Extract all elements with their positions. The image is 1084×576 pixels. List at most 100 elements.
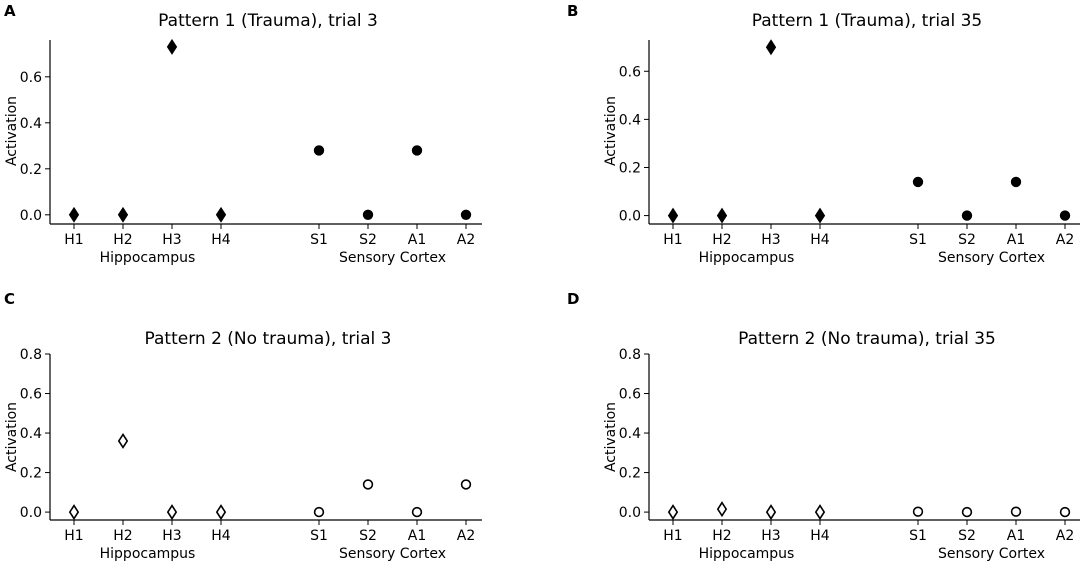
panel-title: Pattern 1 (Trauma), trial 3 [158,11,378,31]
y-tick-label: 0.8 [619,347,641,363]
x-tick-label: H2 [712,528,731,544]
y-tick-label: 0.0 [619,505,641,521]
data-point-diamond [814,207,826,224]
x-tick-label: H2 [113,232,132,248]
data-point-diamond [716,501,728,518]
y-axis-label: Activation [4,402,20,472]
data-point-circle [1010,506,1022,517]
y-tick-label: 0.4 [20,426,42,442]
y-tick-label: 0.2 [20,466,42,482]
plot-area: 0.0 0.2 0.4 0.6 H1 H2 H3 H4 S1 S2 A1 A2 Hippocampus S… [20,38,482,266]
x-tick-label: H1 [663,232,682,248]
x-tick-label: A2 [1056,528,1074,544]
data-point-circle [362,479,374,490]
plot-area: 0.0 0.2 0.4 0.6 0.8 H1 H2 H3 H4 S1 S2 A1 A2 Hippocamp… [619,347,1080,562]
y-tick-label: 0.2 [619,160,641,176]
x-tick-label: A1 [1007,528,1025,544]
data-point-diamond [716,207,728,224]
data-point-circle [411,145,423,156]
data-point-diamond [117,206,129,223]
group-label-hippocampus: Hippocampus [100,250,196,266]
data-point-diamond [765,504,777,521]
data-point-diamond [68,504,80,521]
x-tick-label: H4 [810,528,830,544]
x-tick-label: H2 [113,528,132,544]
x-tick-label: H4 [211,232,231,248]
data-point-diamond [814,504,826,521]
group-label-hippocampus: Hippocampus [699,546,795,562]
data-point-diamond [215,206,227,223]
panel-a: A Pattern 1 (Trauma), trial 3 Activation… [4,2,482,266]
x-tick-label: A1 [1007,232,1025,248]
y-axis-label: Activation [603,402,619,472]
group-label-hippocampus: Hippocampus [100,546,196,562]
plot-area: 0.0 0.2 0.4 0.6 H1 H2 H3 H4 S1 S2 A1 A2 Hippocampus S… [619,39,1080,266]
data-point-diamond [667,504,679,521]
x-tick-label: S2 [958,528,976,544]
x-tick-label: S2 [359,528,377,544]
data-point-circle [313,506,325,518]
y-tick-label: 0.0 [20,208,42,224]
panel-letter: A [4,2,16,20]
data-point-diamond [117,432,129,449]
x-tick-label: H4 [211,528,231,544]
panel-b: B Pattern 1 (Trauma), trial 35 Activatio… [567,2,1080,266]
x-tick-label: H1 [663,528,682,544]
x-tick-label: S2 [958,232,976,248]
group-label-sensory-cortex: Sensory Cortex [938,250,1045,266]
y-tick-label: 0.4 [20,116,42,132]
y-tick-label: 0.0 [619,209,641,225]
x-tick-label: A1 [408,232,426,248]
x-tick-label: H3 [162,232,181,248]
plot-area: 0.0 0.2 0.4 0.6 0.8 H1 H2 H3 H4 S1 S2 A1 A2 Hippocamp… [20,347,482,562]
panel-c: C Pattern 2 (No trauma), trial 3 Activat… [4,290,482,562]
data-point-diamond [166,38,178,55]
panel-title: Pattern 2 (No trauma), trial 3 [145,329,392,349]
data-point-circle [411,506,423,518]
y-tick-label: 0.6 [20,387,42,403]
y-tick-label: 0.6 [20,70,42,86]
group-label-sensory-cortex: Sensory Cortex [339,250,446,266]
y-axis-label: Activation [4,96,20,166]
x-tick-label: H3 [162,528,181,544]
y-tick-label: 0.6 [619,387,641,403]
x-tick-label: H1 [64,232,83,248]
x-tick-label: S1 [310,232,328,248]
data-point-circle [1010,176,1022,188]
data-point-circle [961,506,973,518]
data-point-circle [912,176,924,188]
data-point-diamond [765,39,777,56]
x-tick-label: S2 [359,232,377,248]
panel-d: D Pattern 2 (No trauma), trial 35 Activa… [567,290,1080,562]
y-tick-label: 0.4 [619,426,641,442]
data-point-diamond [667,207,679,224]
x-tick-label: S1 [909,528,927,544]
y-tick-label: 0.2 [619,466,641,482]
data-point-circle [460,209,472,221]
data-point-circle [961,210,973,221]
y-axis-label: Activation [603,96,619,166]
x-tick-label: S1 [909,232,927,248]
y-tick-label: 0.4 [619,112,641,128]
x-tick-label: H4 [810,232,830,248]
x-tick-label: H2 [712,232,731,248]
panel-letter: B [567,2,578,20]
x-tick-label: H1 [64,528,83,544]
group-label-hippocampus: Hippocampus [699,250,795,266]
y-tick-label: 0.8 [20,347,42,363]
x-tick-label: A2 [457,232,475,248]
group-label-sensory-cortex: Sensory Cortex [339,546,446,562]
y-tick-label: 0.0 [20,505,42,521]
data-point-circle [313,145,325,156]
panel-title: Pattern 2 (No trauma), trial 35 [738,329,996,349]
data-point-circle [1059,210,1071,221]
data-point-circle [460,479,472,490]
x-tick-label: A2 [457,528,475,544]
panel-letter: D [567,290,579,308]
data-point-circle [362,209,374,221]
y-tick-label: 0.2 [20,162,42,178]
group-label-sensory-cortex: Sensory Cortex [938,546,1045,562]
data-point-diamond [215,504,227,521]
x-tick-label: A1 [408,528,426,544]
